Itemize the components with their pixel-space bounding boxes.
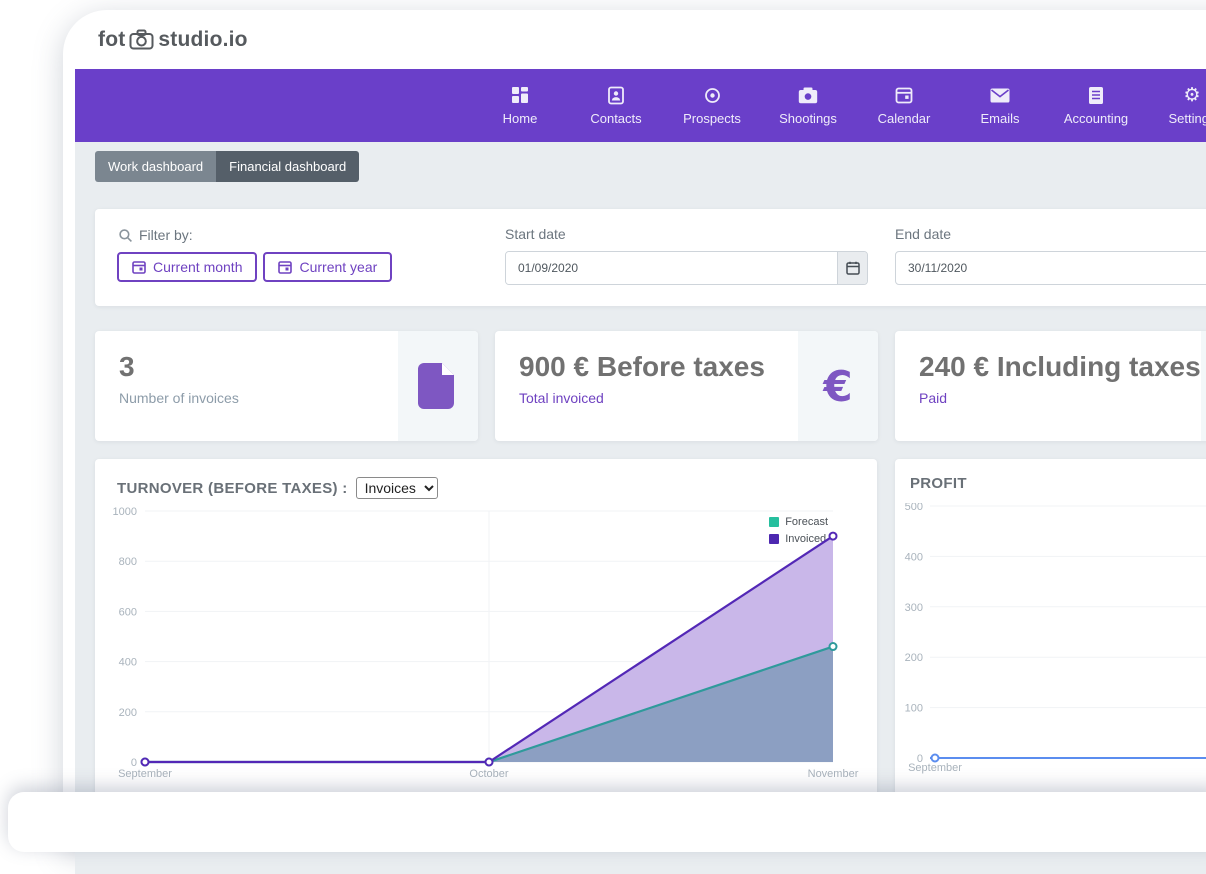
calendar-icon xyxy=(846,261,860,275)
profit-chart-title: PROFIT xyxy=(910,475,967,492)
filter-panel: Filter by: Current month xyxy=(95,209,1206,306)
svg-text:100: 100 xyxy=(905,703,923,715)
svg-text:400: 400 xyxy=(119,657,137,669)
envelope-icon xyxy=(990,85,1010,105)
calendar-icon xyxy=(278,260,292,274)
tab-work-dashboard[interactable]: Work dashboard xyxy=(95,151,216,182)
home-grid-icon xyxy=(511,85,529,105)
nav-item-label: Settings xyxy=(1169,111,1206,126)
current-month-button[interactable]: Current month xyxy=(117,252,257,282)
camera-icon xyxy=(798,85,818,105)
end-date-field: End date xyxy=(895,226,1206,285)
nav-item-label: Prospects xyxy=(683,111,741,126)
euro-icon: € xyxy=(823,362,852,411)
camera-logo-icon xyxy=(129,29,154,50)
dashboard-content: Work dashboard Financial dashboard Filte… xyxy=(75,142,1206,874)
chart-row: TURNOVER (BEFORE TAXES) : Invoices Forec… xyxy=(95,459,1206,804)
quick-filter-buttons: Current month Current year xyxy=(117,252,392,282)
svg-text:October: October xyxy=(469,768,508,780)
tab-financial-dashboard[interactable]: Financial dashboard xyxy=(216,151,359,182)
bottom-panel xyxy=(8,792,1206,852)
nav-item-label: Accounting xyxy=(1064,111,1128,126)
gear-icon: ⚙ xyxy=(1183,85,1200,105)
nav-item-settings[interactable]: ⚙ Settings xyxy=(1156,85,1206,126)
dashboard-tabs: Work dashboard Financial dashboard xyxy=(95,151,1206,182)
before-taxes-card: 900 € Before taxes Total invoiced € xyxy=(495,331,878,441)
current-year-button[interactable]: Current year xyxy=(263,252,392,282)
before-taxes-label: Total invoiced xyxy=(519,390,798,406)
invoice-file-icon xyxy=(416,361,460,411)
stat-cards: 3 Number of invoices 900 € Before taxes … xyxy=(95,331,1206,441)
brand-logo: fot studio.io xyxy=(98,28,248,52)
main-nav: Home Contacts Prospects Shootings Calendar Em… xyxy=(75,69,1206,142)
nav-item-calendar[interactable]: Calendar xyxy=(868,85,940,126)
nav-item-label: Home xyxy=(503,111,538,126)
ledger-icon xyxy=(1088,85,1104,105)
svg-text:600: 600 xyxy=(119,606,137,618)
svg-text:500: 500 xyxy=(905,503,923,513)
invoices-count-label: Number of invoices xyxy=(119,390,398,406)
nav-item-emails[interactable]: Emails xyxy=(964,85,1036,126)
invoices-count-card: 3 Number of invoices xyxy=(95,331,478,441)
svg-text:200: 200 xyxy=(905,652,923,664)
turnover-source-select[interactable]: Invoices xyxy=(356,477,438,499)
invoices-count-value: 3 xyxy=(119,351,398,383)
start-date-field: Start date xyxy=(505,226,868,285)
svg-text:200: 200 xyxy=(119,707,137,719)
svg-text:September: September xyxy=(118,768,172,780)
start-date-input[interactable] xyxy=(506,252,837,284)
svg-text:300: 300 xyxy=(905,602,923,614)
target-icon xyxy=(703,85,722,105)
end-date-input[interactable] xyxy=(895,251,1206,285)
filter-by-label: Filter by: xyxy=(118,227,193,243)
svg-text:800: 800 xyxy=(119,556,137,568)
nav-item-contacts[interactable]: Contacts xyxy=(580,85,652,126)
calendar-icon xyxy=(895,85,913,105)
including-taxes-value: 240 € Including taxes xyxy=(919,351,1201,383)
brand-prefix: fot xyxy=(98,28,125,52)
turnover-chart-title: TURNOVER (BEFORE TAXES) : xyxy=(117,480,348,497)
brand-suffix: studio.io xyxy=(158,28,247,52)
svg-text:400: 400 xyxy=(905,551,923,563)
turnover-chart-card: TURNOVER (BEFORE TAXES) : Invoices Forec… xyxy=(95,459,877,804)
including-taxes-label: Paid xyxy=(919,390,1201,406)
end-date-label: End date xyxy=(895,226,1206,242)
header: fot studio.io xyxy=(63,10,1206,69)
contact-badge-icon xyxy=(608,85,624,105)
start-date-label: Start date xyxy=(505,226,868,242)
nav-item-prospects[interactable]: Prospects xyxy=(676,85,748,126)
nav-item-shootings[interactable]: Shootings xyxy=(772,85,844,126)
svg-text:1000: 1000 xyxy=(113,506,137,518)
nav-item-label: Emails xyxy=(980,111,1019,126)
nav-item-label: Calendar xyxy=(878,111,931,126)
including-taxes-card: 240 € Including taxes Paid xyxy=(895,331,1206,441)
before-taxes-value: 900 € Before taxes xyxy=(519,351,798,383)
nav-item-label: Shootings xyxy=(779,111,837,126)
svg-text:September: September xyxy=(908,762,962,774)
nav-item-label: Contacts xyxy=(590,111,641,126)
app-window: fot studio.io Home Contacts Prospects Shoot… xyxy=(63,10,1206,850)
calendar-icon xyxy=(132,260,146,274)
nav-item-home[interactable]: Home xyxy=(484,85,556,126)
svg-text:November: November xyxy=(808,768,859,780)
nav-item-accounting[interactable]: Accounting xyxy=(1060,85,1132,126)
start-date-calendar-button[interactable] xyxy=(837,252,867,284)
search-icon xyxy=(118,228,133,243)
